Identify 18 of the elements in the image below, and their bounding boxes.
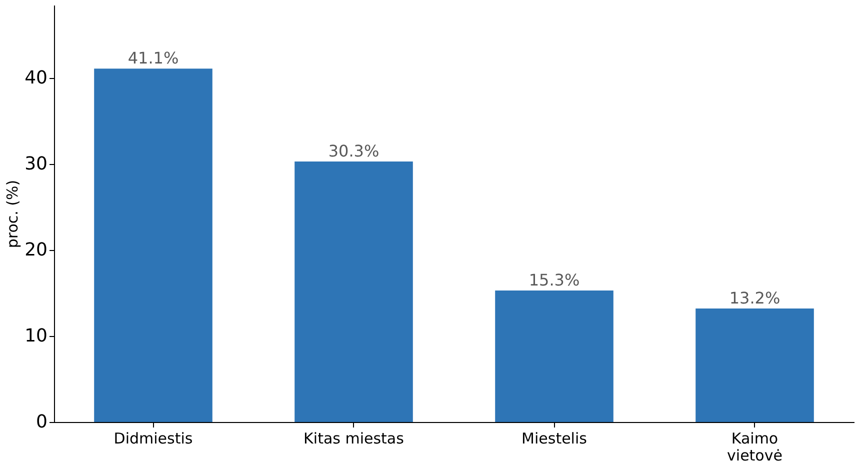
- x-tick-label: Kaimo vietovė: [727, 430, 782, 464]
- x-tick-label: Kitas miestas: [304, 430, 404, 448]
- y-tick-label: 20: [24, 240, 48, 261]
- bar: [294, 161, 413, 422]
- y-tick-label: 0: [36, 412, 48, 432]
- bar: [696, 308, 814, 422]
- y-tick-label: 30: [24, 154, 48, 175]
- data-label: 13.2%: [729, 288, 780, 308]
- x-tick-label: Didmiestis: [114, 430, 193, 448]
- data-label: 15.3%: [528, 270, 580, 290]
- x-tick-label: Miestelis: [522, 430, 588, 448]
- y-axis-title: proc. (%): [4, 180, 22, 248]
- y-tick-label: 40: [24, 68, 48, 89]
- data-label: 41.1%: [128, 48, 179, 68]
- data-label: 30.3%: [328, 141, 380, 160]
- y-tick-label: 10: [24, 326, 48, 347]
- bar: [495, 290, 614, 422]
- bar: [94, 68, 212, 422]
